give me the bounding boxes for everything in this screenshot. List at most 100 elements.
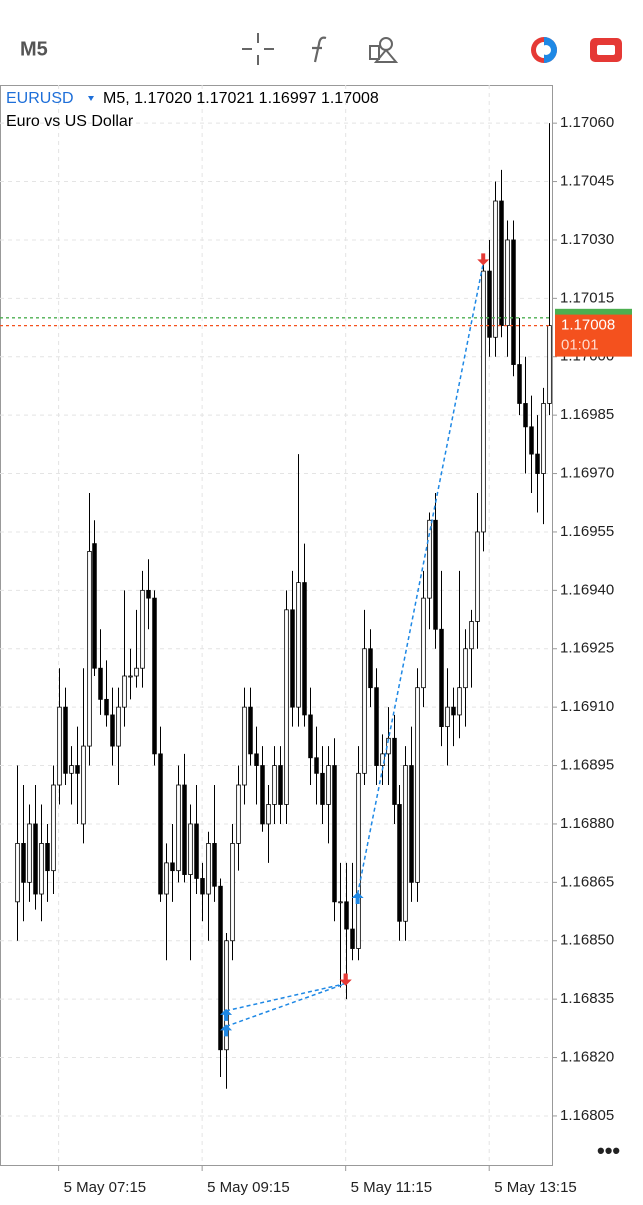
y-tick-label: 1.16910 — [560, 698, 614, 715]
x-tick-label: 5 May 11:15 — [351, 1179, 432, 1196]
candle-body — [206, 843, 211, 895]
y-tick-label: 1.17060 — [560, 114, 614, 131]
candle-body — [272, 765, 277, 805]
candle-body — [248, 706, 253, 755]
candle-body — [27, 823, 32, 883]
candle-body — [368, 648, 373, 689]
candle-body — [487, 270, 492, 338]
candle-body — [517, 364, 522, 404]
symbol[interactable]: EURUSD — [6, 90, 74, 107]
bid-badge — [555, 314, 632, 357]
plot-frame — [0, 85, 553, 1166]
candle-body — [218, 885, 223, 1051]
candle-body — [176, 784, 181, 872]
chart-title: Euro vs US Dollar — [6, 113, 134, 130]
candle-body — [439, 628, 444, 728]
candle-body — [236, 784, 241, 844]
candle-body — [296, 582, 301, 708]
candle-body — [433, 519, 438, 630]
candle-body — [302, 582, 307, 716]
candle-body — [421, 597, 426, 689]
candle-body — [463, 648, 468, 689]
y-tick-label: 1.16940 — [560, 581, 614, 598]
candle-body — [51, 784, 56, 872]
candle-body — [81, 745, 86, 825]
buy-arrow — [351, 892, 364, 905]
timeframe-button[interactable]: M5 — [20, 38, 48, 60]
candle-body — [188, 823, 193, 875]
candle-body — [290, 609, 295, 708]
candle-body — [469, 621, 474, 650]
candle-body — [260, 765, 265, 825]
candle-body — [529, 426, 534, 455]
candle-body — [344, 901, 349, 930]
trade-line — [225, 982, 346, 1012]
candle-body — [104, 698, 109, 716]
candle-body — [499, 200, 504, 327]
y-tick-label: 1.16880 — [560, 815, 614, 832]
candle-body — [224, 940, 229, 1051]
account-icon[interactable] — [590, 38, 622, 62]
candle-body — [15, 843, 20, 903]
candle-body — [140, 589, 145, 669]
candle-body — [75, 765, 80, 774]
candle-body — [242, 706, 247, 786]
y-tick-label: 1.17030 — [560, 231, 614, 248]
buy-arrow — [220, 1008, 233, 1021]
candle-body — [87, 551, 92, 747]
candle-body — [481, 270, 486, 533]
crosshair-icon[interactable] — [242, 33, 274, 65]
candle-body — [57, 706, 62, 786]
candle-body — [535, 453, 540, 474]
candle-body — [182, 784, 187, 875]
sell-arrow — [339, 973, 352, 986]
x-tick-label: 5 May 07:15 — [64, 1179, 147, 1196]
quote-info: M5, 1.17020 1.17021 1.16997 1.17008 — [103, 90, 379, 107]
candle-body — [110, 714, 115, 747]
objects-icon[interactable] — [369, 37, 399, 63]
candle-body — [116, 706, 121, 747]
y-tick-label: 1.17045 — [560, 173, 614, 190]
candle-body — [128, 675, 133, 678]
candle-body — [194, 823, 199, 879]
symbol-dropdown[interactable] — [88, 96, 94, 101]
more-button[interactable]: ••• — [597, 1138, 620, 1163]
candle-body — [314, 757, 319, 774]
candle-body — [392, 737, 397, 805]
y-tick-label: 1.16850 — [560, 932, 614, 949]
candle-body — [308, 714, 313, 759]
candle-body — [21, 843, 26, 883]
y-tick-label: 1.16925 — [560, 640, 614, 657]
trade-line — [356, 263, 484, 895]
trade-icon[interactable] — [531, 37, 557, 63]
candle-body — [356, 772, 361, 949]
y-tick-label: 1.16805 — [560, 1107, 614, 1124]
candle-body — [212, 843, 217, 887]
candle-body — [523, 403, 528, 428]
buy-arrow — [220, 1024, 233, 1037]
candle-body — [122, 675, 127, 708]
plot — [0, 85, 552, 1165]
candle-body — [230, 843, 235, 942]
candle-body — [326, 765, 331, 805]
candle-body — [362, 648, 367, 774]
candle-body — [45, 843, 50, 872]
candle-body — [403, 765, 408, 922]
x-tick-label: 5 May 09:15 — [207, 1179, 290, 1196]
candle-body — [493, 200, 498, 338]
x-tick-label: 5 May 13:15 — [494, 1179, 577, 1196]
trade-line — [225, 982, 346, 1028]
candle-body — [457, 687, 462, 716]
y-tick-label: 1.16985 — [560, 406, 614, 423]
candle-body — [69, 765, 74, 774]
candle-body — [541, 403, 546, 474]
indicators-icon[interactable] — [312, 36, 327, 63]
candle-body — [33, 823, 38, 895]
y-tick-label: 1.16835 — [560, 990, 614, 1007]
candle-body — [278, 765, 283, 805]
candle-body — [152, 597, 157, 755]
candle-body — [547, 325, 552, 404]
candle-body — [451, 706, 456, 716]
y-tick-label: 1.16970 — [560, 465, 614, 482]
